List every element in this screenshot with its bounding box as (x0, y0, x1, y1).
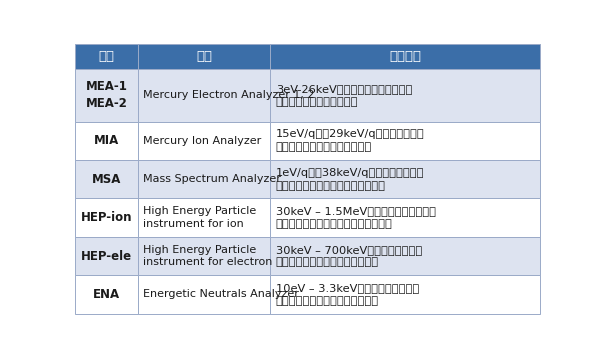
Text: 名称: 名称 (196, 50, 212, 63)
Text: High Energy Particle
instrument for ion: High Energy Particle instrument for ion (143, 206, 257, 229)
Bar (270, 44, 540, 69)
Text: 10eV – 3.3keVの範囲の高速中性粒
子の質量別エネルギースペクトル: 10eV – 3.3keVの範囲の高速中性粒 子の質量別エネルギースペクトル (276, 283, 419, 306)
Bar (138, 198, 270, 237)
Text: 30keV – 700keVの範囲の高エネル
ギー電子のエネルギースペクトル: 30keV – 700keVの範囲の高エネル ギー電子のエネルギースペクトル (276, 245, 422, 268)
Text: 略称: 略称 (98, 50, 115, 63)
Text: HEP-ele: HEP-ele (81, 250, 132, 263)
Bar (270, 237, 540, 275)
Bar (75, 198, 138, 237)
Text: HEP-ion: HEP-ion (80, 211, 132, 224)
Bar (270, 275, 540, 314)
Text: 観測対象: 観測対象 (389, 50, 421, 63)
Bar (75, 44, 138, 69)
Bar (138, 275, 270, 314)
Text: MEA-1
MEA-2: MEA-1 MEA-2 (85, 80, 127, 110)
Text: Mass Spectrum Analyzer: Mass Spectrum Analyzer (143, 174, 281, 184)
Text: 15eV/qから29keV/qの低エネルギー
イオンのエネルギースペクトル: 15eV/qから29keV/qの低エネルギー イオンのエネルギースペクトル (276, 129, 425, 152)
Bar (75, 121, 138, 160)
Bar (270, 69, 540, 121)
Bar (138, 44, 270, 69)
Bar (138, 121, 270, 160)
Bar (75, 160, 138, 198)
Text: 30keV – 1.5MeVの範囲の高エネルギー
イオンの質量別エネルギースペクトル: 30keV – 1.5MeVの範囲の高エネルギー イオンの質量別エネルギースペク… (276, 206, 436, 229)
Text: 1eV/qから38keV/qの低エネルギーイ
オンの質量別エネルギースペクトル: 1eV/qから38keV/qの低エネルギーイ オンの質量別エネルギースペクトル (276, 168, 424, 190)
Bar (138, 237, 270, 275)
Bar (270, 121, 540, 160)
Bar (75, 69, 138, 121)
Text: MSA: MSA (92, 173, 121, 186)
Bar (138, 160, 270, 198)
Text: Mercury Electron Analyzer 1, 2: Mercury Electron Analyzer 1, 2 (143, 90, 315, 100)
Bar (75, 237, 138, 275)
Bar (138, 69, 270, 121)
Text: ENA: ENA (93, 288, 120, 301)
Bar (270, 198, 540, 237)
Text: 3eV-26keVの範囲の低エネルギー電
子のエネルギースペクトル: 3eV-26keVの範囲の低エネルギー電 子のエネルギースペクトル (276, 84, 412, 107)
Text: MIA: MIA (94, 134, 119, 147)
Bar (270, 160, 540, 198)
Text: High Energy Particle
instrument for electron: High Energy Particle instrument for elec… (143, 245, 273, 268)
Text: Mercury Ion Analyzer: Mercury Ion Analyzer (143, 136, 262, 146)
Text: Energetic Neutrals Analyzer: Energetic Neutrals Analyzer (143, 290, 299, 299)
Bar (75, 275, 138, 314)
